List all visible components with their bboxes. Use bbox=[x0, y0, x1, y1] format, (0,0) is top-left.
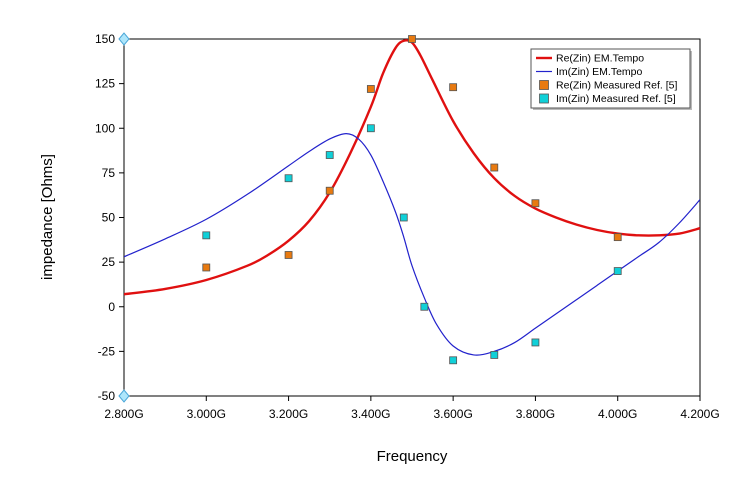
legend-label: Im(Zin) EM.Tempo bbox=[556, 66, 643, 78]
re-zin-measured-point bbox=[490, 163, 499, 172]
im-zin-measured-point bbox=[531, 338, 540, 347]
x-axis-title: Frequency bbox=[377, 448, 448, 465]
y-tick-label: 150 bbox=[95, 32, 115, 46]
y-tick-label: 50 bbox=[102, 211, 116, 225]
im-zin-measured-point bbox=[366, 124, 375, 133]
y-axis-bottom-handle[interactable] bbox=[118, 389, 130, 403]
legend-swatch bbox=[539, 80, 549, 90]
y-axis-title: impedance [Ohms] bbox=[39, 154, 56, 280]
re-zin-measured-point bbox=[202, 263, 211, 272]
x-tick-label: 3.000G bbox=[187, 407, 226, 421]
marker-layer bbox=[202, 35, 622, 365]
x-tick-label: 4.000G bbox=[598, 407, 637, 421]
im-zin-measured-point bbox=[449, 356, 458, 365]
re-zin-measured-point bbox=[613, 233, 622, 242]
re-zin-measured-point bbox=[408, 35, 416, 43]
re-zin-measured-point bbox=[366, 85, 375, 93]
im-zin-measured-point bbox=[202, 231, 211, 240]
x-tick-label: 3.200G bbox=[269, 407, 308, 421]
legend-label: Im(Zin) Measured Ref. [5] bbox=[556, 93, 676, 105]
legend-label: Re(Zin) EM.Tempo bbox=[556, 53, 644, 65]
x-tick-label: 4.200G bbox=[680, 407, 719, 421]
y-tick-label: 25 bbox=[102, 255, 116, 269]
y-tick-label: -50 bbox=[98, 389, 116, 403]
y-axis-top-handle[interactable] bbox=[118, 32, 130, 46]
im-zin-measured-point bbox=[490, 351, 499, 359]
y-tick-label: 0 bbox=[108, 300, 115, 314]
re-zin-measured-point bbox=[531, 199, 540, 208]
legend-swatch bbox=[539, 93, 549, 104]
x-tick-label: 3.600G bbox=[433, 407, 472, 421]
im-zin-measured-point bbox=[613, 267, 622, 275]
y-tick-label: -25 bbox=[98, 344, 116, 358]
y-axis-ticks: 150 125 100 75 50 25 0 -25 -50 bbox=[95, 32, 124, 403]
legend-box bbox=[530, 48, 691, 109]
re-zin-measured-point bbox=[325, 186, 334, 195]
x-axis-ticks: 2.800G 3.000G 3.200G 3.400G 3.600G 3.800G 4.00… bbox=[104, 396, 720, 421]
y-tick-label: 75 bbox=[102, 166, 116, 180]
im-zin-emtempo-line bbox=[124, 133, 700, 356]
im-zin-measured-point bbox=[325, 151, 334, 159]
re-zin-emtempo-line bbox=[124, 39, 700, 296]
im-zin-measured-point bbox=[399, 213, 408, 222]
re-zin-measured-point bbox=[284, 251, 293, 259]
y-tick-label: 125 bbox=[95, 77, 115, 91]
im-zin-measured-point bbox=[420, 302, 429, 311]
legend-label: Re(Zin) Measured Ref. [5] bbox=[556, 80, 677, 92]
im-zin-measured-point bbox=[284, 174, 293, 183]
x-tick-label: 3.800G bbox=[516, 407, 555, 421]
re-zin-measured-point bbox=[449, 83, 458, 92]
x-tick-label: 3.400G bbox=[351, 407, 390, 421]
y-tick-label: 100 bbox=[95, 121, 115, 135]
x-tick-label: 2.800G bbox=[104, 407, 143, 421]
series-layer bbox=[124, 39, 700, 356]
